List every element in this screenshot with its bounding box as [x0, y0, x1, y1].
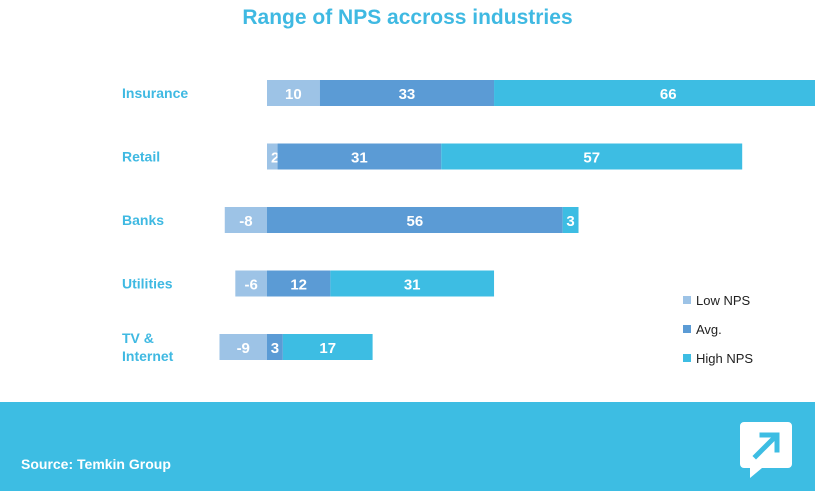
bar-segment-high: [562, 207, 579, 233]
data-label: 57: [583, 150, 600, 167]
bar-segment-low: [267, 143, 278, 170]
bar-segment-avg: [267, 207, 563, 233]
legend-swatch: [683, 354, 691, 362]
source-label: Source: Temkin Group: [21, 456, 171, 472]
data-label: 3: [566, 213, 574, 230]
legend-swatch: [683, 296, 691, 304]
data-label: 33: [399, 86, 416, 103]
data-label: 56: [406, 213, 423, 230]
category-label: TV & Internet: [122, 330, 174, 364]
bar-segment-avg: [277, 143, 442, 170]
category-label: Banks: [122, 212, 164, 228]
legend-label: High NPS: [696, 351, 753, 366]
bar-segment-avg: [267, 270, 331, 297]
bar-segment-low: [224, 207, 267, 233]
bar-segment-low: [267, 80, 320, 106]
bar-segment-low: [235, 270, 267, 297]
data-label: -9: [237, 340, 250, 357]
bar-segment-avg: [319, 80, 495, 106]
category-label: Retail: [122, 149, 160, 165]
bar-segment-high: [494, 80, 815, 106]
arrow-up-right-chat-icon[interactable]: [738, 420, 794, 480]
category-label: Utilities: [122, 276, 173, 292]
data-label: 3: [271, 340, 279, 357]
data-label: 2: [271, 150, 279, 167]
bar-segment-high: [441, 143, 743, 170]
category-label: Insurance: [122, 85, 188, 101]
bar-segment-high: [330, 270, 495, 297]
footer-band: Source: Temkin Group: [0, 402, 815, 491]
data-label: 10: [285, 86, 302, 103]
bar-segment-high: [282, 334, 373, 360]
legend-label: Avg.: [696, 322, 722, 337]
data-label: -8: [239, 213, 252, 230]
legend-label: Low NPS: [696, 293, 751, 308]
bar-segment-low: [219, 334, 267, 360]
legend-swatch: [683, 325, 691, 333]
data-label: 66: [660, 86, 677, 103]
data-label: 31: [404, 277, 421, 294]
data-label: -6: [244, 277, 257, 294]
chart-plot: Insurance 10 33 66 Retail 2 31 57 Banks -8 56 3 Util…: [122, 80, 815, 366]
data-label: 17: [319, 340, 336, 357]
data-label: 12: [290, 277, 307, 294]
chart-title: Range of NPS accross industries: [242, 6, 573, 29]
bar-segment-avg: [267, 334, 283, 360]
data-label: 31: [351, 150, 368, 167]
